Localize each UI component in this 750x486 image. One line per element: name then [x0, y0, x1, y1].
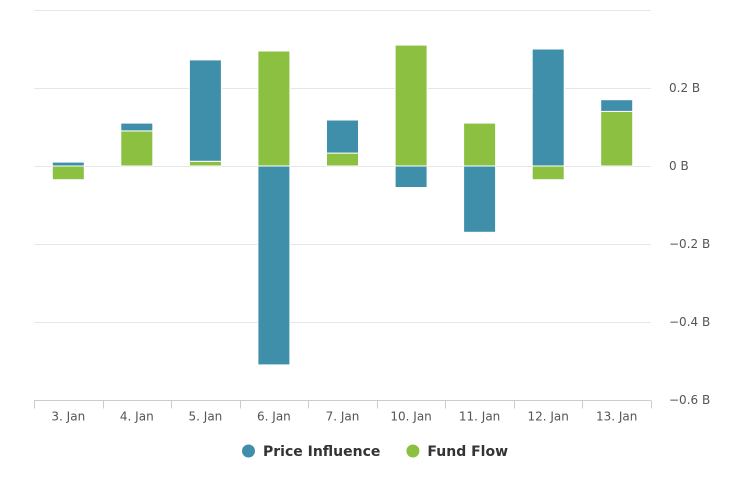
x-tick-label: 4. Jan: [120, 410, 154, 424]
x-tick-label: 11. Jan: [459, 410, 500, 424]
y-tick-label: −0.6 B: [669, 393, 710, 407]
x-tick-label: 7. Jan: [326, 410, 360, 424]
y-tick-label: −0.4 B: [669, 315, 710, 329]
bar-fund-flow[interactable]: [531, 165, 565, 181]
bar-price-influence[interactable]: [394, 165, 428, 188]
x-tick-label: 13. Jan: [596, 410, 637, 424]
bar-fund-flow[interactable]: [51, 165, 85, 181]
bar-fund-flow[interactable]: [326, 152, 359, 167]
y-axis: 0.2 B 0 B −0.2 B −0.4 B −0.6 B: [669, 81, 710, 407]
x-axis: 3. Jan 4. Jan 5. Jan 6. Jan 7. Jan 10. Jan 11.…: [34, 400, 652, 424]
legend-label-price-influence[interactable]: Price Influence: [263, 444, 380, 460]
bar-fund-flow[interactable]: [257, 50, 291, 167]
x-tick-label: 5. Jan: [189, 410, 223, 424]
x-tick-label: 3. Jan: [51, 410, 85, 424]
bar-price-influence[interactable]: [51, 161, 85, 167]
legend: Price Influence Fund Flow: [242, 444, 508, 460]
x-tick-label: 6. Jan: [257, 410, 291, 424]
bar-price-influence[interactable]: [188, 59, 222, 162]
x-tick-label: 12. Jan: [527, 410, 568, 424]
bar-fund-flow[interactable]: [394, 44, 428, 167]
y-tick-label: −0.2 B: [669, 237, 710, 251]
x-tick-label: 10. Jan: [390, 410, 431, 424]
y-tick-label: 0 B: [669, 159, 689, 173]
bar-fund-flow[interactable]: [188, 160, 222, 167]
bar-fund-flow[interactable]: [463, 122, 497, 167]
bar-price-influence[interactable]: [257, 165, 291, 366]
bar-price-influence[interactable]: [120, 122, 154, 132]
legend-label-fund-flow[interactable]: Fund Flow: [427, 444, 508, 460]
bar-price-influence[interactable]: [600, 99, 634, 112]
y-tick-label: 0.2 B: [669, 81, 700, 95]
bar-price-influence[interactable]: [463, 165, 497, 233]
legend-marker-price-influence[interactable]: [242, 444, 255, 458]
bar-fund-flow[interactable]: [600, 110, 634, 167]
bar-price-influence[interactable]: [531, 48, 565, 167]
legend-marker-fund-flow[interactable]: [406, 444, 420, 458]
bar-fund-flow[interactable]: [120, 130, 154, 167]
bars: [51, 44, 634, 366]
bar-price-influence[interactable]: [326, 119, 359, 154]
